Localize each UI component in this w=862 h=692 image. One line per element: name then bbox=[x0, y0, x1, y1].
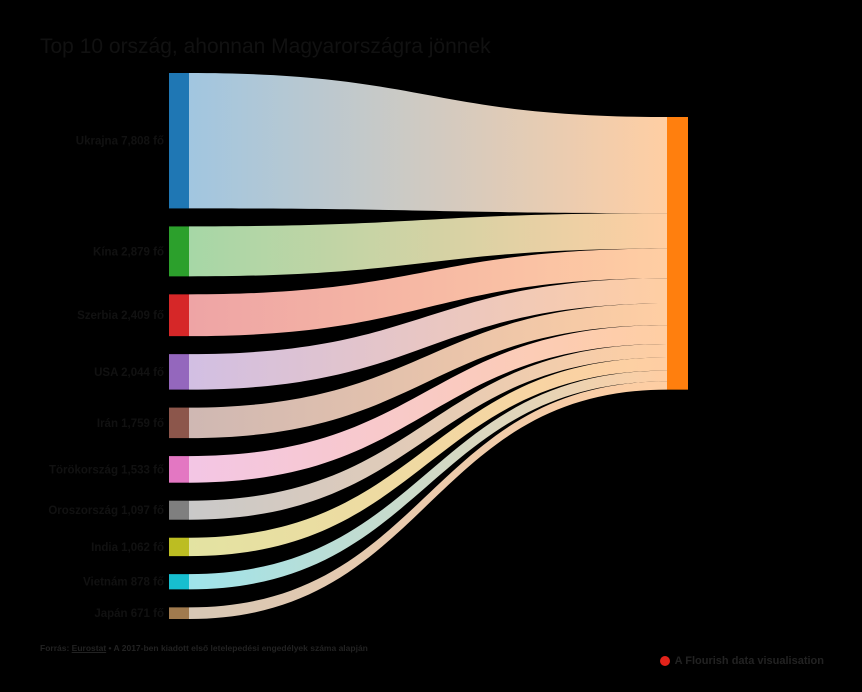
sankey-node[interactable] bbox=[169, 226, 189, 277]
sankey-link[interactable] bbox=[189, 278, 667, 390]
node-label: Oroszország 1,097 fő bbox=[48, 505, 164, 517]
node-label: Ukrajna 7,808 fő bbox=[76, 136, 164, 148]
node-label: India 1,062 fő bbox=[91, 542, 164, 554]
links-layer bbox=[189, 73, 667, 619]
node-label: Kína 2,879 fő bbox=[93, 246, 164, 258]
sankey-link[interactable] bbox=[189, 381, 667, 619]
sankey-target-node[interactable] bbox=[667, 117, 688, 390]
footer-source: Forrás: Eurostat • A 2017-ben kiadott el… bbox=[40, 643, 368, 653]
sankey-link[interactable] bbox=[189, 73, 667, 214]
sankey-node[interactable] bbox=[169, 574, 189, 590]
credit-text: A Flourish data visualisation bbox=[674, 655, 824, 667]
sankey-node[interactable] bbox=[169, 407, 189, 439]
sankey-link[interactable] bbox=[189, 357, 667, 557]
nodes-layer bbox=[169, 73, 688, 619]
sankey-node[interactable] bbox=[169, 537, 189, 557]
sankey-node[interactable] bbox=[169, 500, 189, 520]
node-label: Törökország 1,533 fő bbox=[49, 464, 164, 476]
sankey-node[interactable] bbox=[169, 354, 189, 390]
sankey-link[interactable] bbox=[189, 248, 667, 337]
node-label: Szerbia 2,409 fő bbox=[77, 310, 164, 322]
labels-layer: Ukrajna 7,808 fő Kína 2,879 fő Szerbia 2,4… bbox=[48, 136, 164, 620]
sankey-node[interactable] bbox=[169, 456, 189, 483]
sankey-link[interactable] bbox=[189, 303, 667, 439]
sankey-node[interactable] bbox=[169, 73, 189, 209]
sankey-link[interactable] bbox=[189, 213, 667, 277]
flourish-logo-icon bbox=[659, 656, 670, 666]
footer-note: • A 2017-ben kiadott első letelepedési e… bbox=[108, 643, 368, 653]
node-label: Japán 671 fő bbox=[94, 608, 164, 620]
sankey-node[interactable] bbox=[169, 607, 189, 619]
node-label: Vietnám 878 fő bbox=[83, 577, 164, 589]
sankey-node[interactable] bbox=[169, 294, 189, 337]
chart-title: Top 10 ország, ahonnan Magyarországra jö… bbox=[40, 35, 491, 58]
footer-prefix: Forrás: bbox=[40, 643, 70, 653]
flourish-credit[interactable]: A Flourish data visualisation bbox=[659, 655, 824, 667]
node-label: Irán 1,759 fő bbox=[97, 418, 164, 430]
sankey-link[interactable] bbox=[189, 370, 667, 590]
node-label: USA 2,044 fő bbox=[94, 367, 164, 379]
sankey-link[interactable] bbox=[189, 325, 667, 483]
sankey-link[interactable] bbox=[189, 343, 667, 520]
source-link[interactable]: Eurostat bbox=[71, 643, 107, 653]
